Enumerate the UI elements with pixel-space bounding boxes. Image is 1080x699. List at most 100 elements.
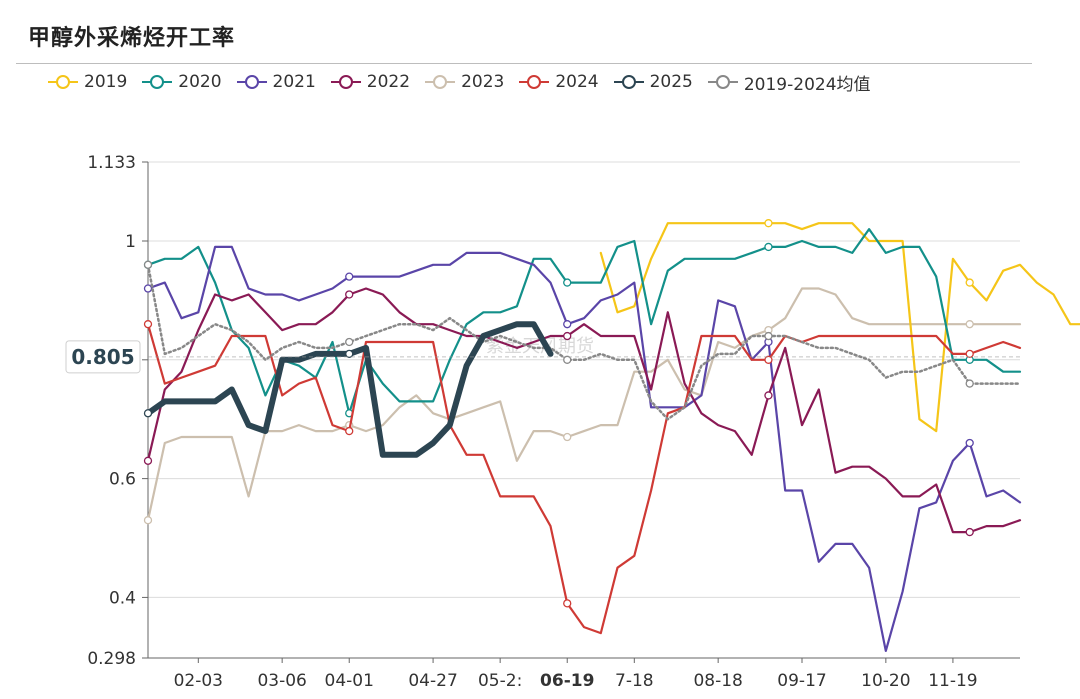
data-point-2019-2024均值	[934, 364, 938, 368]
data-point-2020	[263, 393, 267, 397]
data-point-2019-2024均值	[683, 405, 687, 409]
data-point-2020	[699, 257, 703, 261]
data-point-2020	[465, 322, 469, 326]
data-point-2019	[917, 417, 921, 421]
data-point-2019-2024均值	[733, 352, 737, 356]
data-point-2019-2024均值	[297, 340, 301, 344]
data-point-2024	[548, 524, 552, 528]
data-point-2019-2024均值	[563, 355, 572, 364]
data-point-2024	[381, 340, 385, 344]
legend-swatch-icon	[236, 75, 267, 89]
data-point-2019-2024均值	[465, 328, 469, 332]
data-point-2023	[1001, 322, 1005, 326]
data-point-2022	[699, 411, 703, 415]
data-point-2023	[716, 340, 720, 344]
data-point-2023	[666, 358, 670, 362]
data-point-2023	[465, 411, 469, 415]
data-point-2022	[683, 382, 687, 386]
data-point-2020	[817, 245, 821, 249]
x-tick-label: 08-18	[693, 671, 742, 691]
data-point-2022	[364, 287, 368, 291]
data-point-2023	[834, 292, 838, 296]
data-point-2019-2024均值	[917, 370, 921, 374]
data-point-2020	[800, 239, 804, 243]
data-point-2024	[563, 599, 572, 608]
data-point-2019	[1035, 281, 1039, 285]
cursor-label: 0.805	[71, 345, 134, 369]
y-tick-label: 0.298	[87, 649, 136, 669]
data-point-2023	[230, 435, 234, 439]
data-point-2021	[901, 589, 905, 593]
series-line-2020	[146, 228, 1022, 415]
data-point-2024	[345, 426, 354, 436]
data-point-2022	[666, 310, 670, 314]
data-point-2021	[850, 542, 854, 546]
legend-swatch-icon	[519, 75, 550, 89]
legend-item-2020[interactable]: 2020	[142, 72, 222, 92]
data-point-2020	[632, 239, 636, 243]
legend-item-2025[interactable]: 2025	[613, 72, 693, 92]
legend-item-2024[interactable]: 2024	[519, 72, 599, 92]
legend-item-2022[interactable]: 2022	[330, 72, 411, 92]
data-point-2024	[163, 382, 167, 386]
data-point-2021	[345, 272, 354, 281]
data-point-2023	[1018, 322, 1022, 326]
data-point-2023	[481, 405, 485, 409]
data-point-2022	[750, 453, 754, 457]
data-point-2021	[515, 257, 519, 261]
data-point-2019-2024均值	[834, 346, 838, 350]
data-point-2024	[616, 566, 620, 570]
data-point-2021	[563, 320, 572, 329]
data-point-2021	[599, 298, 603, 302]
data-point-2019	[666, 221, 670, 225]
series-line-2023	[146, 287, 1022, 522]
data-point-2021	[196, 310, 200, 314]
data-point-2023	[364, 429, 368, 433]
data-point-2022	[716, 423, 720, 427]
data-point-2025	[481, 334, 485, 338]
data-point-2019-2024均值	[867, 358, 871, 362]
data-point-2024	[1001, 340, 1005, 344]
data-point-2024	[750, 358, 754, 362]
data-point-2021	[532, 263, 536, 267]
data-point-2022	[230, 298, 234, 302]
data-point-2019-2024均值	[750, 334, 754, 338]
data-point-2023	[196, 435, 200, 439]
data-point-2024	[984, 346, 988, 350]
data-point-2019	[1001, 269, 1005, 273]
legend-item-2021[interactable]: 2021	[236, 72, 316, 92]
legend-item-2019[interactable]: 2019	[48, 72, 127, 92]
data-point-2021	[632, 281, 636, 285]
data-point-2020	[750, 251, 754, 255]
data-point-2021	[364, 275, 368, 279]
legend-item-2019-2024均值[interactable]: 2019-2024均值	[707, 70, 871, 95]
data-point-2022	[247, 292, 251, 296]
data-point-2023	[297, 423, 301, 427]
data-point-2019-2024均值	[230, 328, 234, 332]
data-point-2020	[1001, 370, 1005, 374]
x-tick-label: 06-19	[540, 671, 594, 691]
legend-swatch-icon	[330, 75, 361, 89]
series-line-2021	[146, 245, 1022, 652]
data-point-2025	[143, 409, 153, 418]
data-point-2021	[733, 304, 737, 308]
data-point-2023	[934, 322, 938, 326]
data-point-2024	[965, 349, 974, 359]
legend-swatch-icon	[48, 75, 78, 89]
data-point-2021	[984, 494, 988, 498]
legend-item-2023[interactable]: 2023	[425, 72, 504, 92]
data-point-2021	[800, 488, 804, 492]
data-point-2023	[314, 429, 318, 433]
data-point-2021	[965, 438, 974, 448]
data-point-2019	[716, 221, 720, 225]
data-point-2021	[330, 287, 334, 291]
data-point-2023	[649, 370, 653, 374]
data-point-2019	[1052, 292, 1056, 296]
data-point-2023	[180, 435, 184, 439]
legend-label: 2022	[366, 72, 411, 92]
data-point-2019-2024均值	[800, 340, 804, 344]
data-point-2019-2024均值	[163, 352, 167, 356]
data-point-2020	[163, 257, 167, 261]
data-point-2022	[330, 310, 334, 314]
